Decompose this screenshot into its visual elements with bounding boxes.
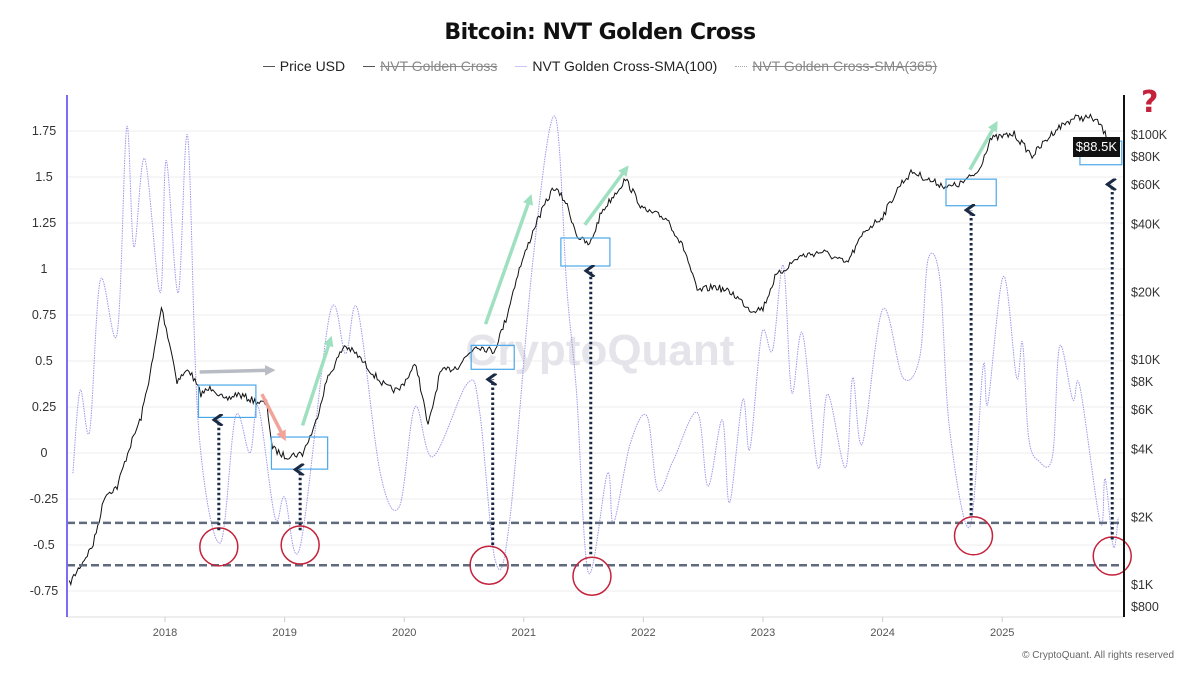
trend-arrow bbox=[300, 335, 334, 426]
trend-arrow bbox=[583, 165, 629, 226]
y-left-tick-label: 0.25 bbox=[32, 400, 56, 414]
y-right-tick-label: $80K bbox=[1131, 150, 1161, 164]
annotations-layer bbox=[67, 120, 1132, 597]
y-left-tick-label: -0.75 bbox=[30, 584, 59, 598]
legend-swatch bbox=[363, 65, 376, 67]
legend-item-nvt-sma365[interactable]: NVT Golden Cross-SMA(365) bbox=[735, 58, 937, 74]
y-right-tick-label: $4K bbox=[1131, 443, 1154, 457]
y-left-tick-label: 0 bbox=[41, 446, 48, 460]
x-tick-label: 2021 bbox=[512, 627, 536, 639]
x-tick-label: 2022 bbox=[631, 627, 655, 639]
y-right-tick-label: $1K bbox=[1131, 578, 1154, 592]
y-left-tick-label: 0.75 bbox=[32, 308, 56, 322]
price-usd-line bbox=[68, 113, 1119, 587]
legend-label: Price USD bbox=[279, 58, 346, 74]
series-layer bbox=[68, 113, 1119, 587]
y-left-tick-label: 0.5 bbox=[35, 354, 52, 368]
red-circle-marker bbox=[280, 525, 320, 565]
y-left-tick-label: -0.5 bbox=[33, 538, 55, 552]
y-left-tick-label: 1.5 bbox=[35, 170, 52, 184]
y-right-tick-label: $40K bbox=[1131, 218, 1161, 232]
red-circle-marker bbox=[572, 556, 612, 597]
copyright-footer: © CryptoQuant. All rights reserved bbox=[1022, 650, 1174, 661]
legend-swatch bbox=[515, 65, 528, 67]
legend-swatch bbox=[735, 65, 748, 67]
trend-arrow bbox=[260, 393, 286, 442]
legend-item-nvt-sma100[interactable]: NVT Golden Cross-SMA(100) bbox=[515, 58, 717, 74]
y-right-tick-label: $800 bbox=[1131, 600, 1159, 614]
y-left-tick-label: -0.25 bbox=[30, 492, 59, 506]
highlight-box bbox=[470, 344, 515, 370]
highlight-box bbox=[197, 384, 257, 419]
red-circle-marker bbox=[469, 545, 509, 585]
y-right-tick-label: $6K bbox=[1131, 403, 1154, 417]
y-right-tick-label: $60K bbox=[1131, 178, 1161, 192]
watermark: CryptoQuant bbox=[466, 326, 735, 375]
chart-title: Bitcoin: NVT Golden Cross bbox=[444, 20, 756, 45]
x-tick-label: 2018 bbox=[153, 627, 177, 639]
legend-swatch bbox=[262, 65, 275, 67]
legend-item-nvt-golden-cross[interactable]: NVT Golden Cross bbox=[363, 58, 497, 74]
y-right-tick-label: $100K bbox=[1131, 128, 1168, 142]
x-tick-label: 2023 bbox=[751, 627, 775, 639]
question-mark: ? bbox=[1141, 85, 1159, 120]
legend-label: NVT Golden Cross-SMA(365) bbox=[752, 58, 938, 74]
legend-item-price-usd[interactable]: Price USD bbox=[262, 58, 346, 74]
axes: 1.75 1.5 1.25 1 0.75 0.5 0.25 0 -0.25 -0.5 -0.75 $1… bbox=[30, 95, 1168, 639]
legend-label: NVT Golden Cross-SMA(100) bbox=[532, 58, 718, 74]
y-right-tick-label: $20K bbox=[1131, 285, 1161, 299]
y-left-tick-label: 1.25 bbox=[32, 216, 56, 230]
trend-arrow bbox=[483, 194, 533, 325]
y-left-tick-label: 1 bbox=[41, 262, 48, 276]
trend-arrow bbox=[968, 120, 998, 171]
x-tick-label: 2024 bbox=[870, 627, 894, 639]
nvt-sma100-line bbox=[72, 115, 1119, 575]
trend-arrow bbox=[199, 365, 276, 376]
gridlines bbox=[67, 130, 1124, 592]
current-price-label: $88.5K bbox=[1072, 137, 1120, 157]
y-left-tick-label: 1.75 bbox=[32, 124, 56, 138]
red-circle-marker bbox=[199, 527, 239, 567]
legend-label: NVT Golden Cross bbox=[380, 58, 498, 74]
y-right-tick-label: $8K bbox=[1131, 375, 1154, 389]
x-tick-label: 2020 bbox=[392, 627, 416, 639]
red-circle-marker bbox=[1092, 536, 1132, 576]
y-right-tick-label: $10K bbox=[1131, 353, 1161, 367]
x-tick-label: 2019 bbox=[272, 627, 296, 639]
y-right-tick-label: $2K bbox=[1131, 510, 1154, 524]
x-tick-label: 2025 bbox=[990, 627, 1014, 639]
legend: Price USD NVT Golden Cross NVT Golden Cr… bbox=[0, 58, 1200, 74]
red-circle-marker bbox=[953, 516, 994, 556]
